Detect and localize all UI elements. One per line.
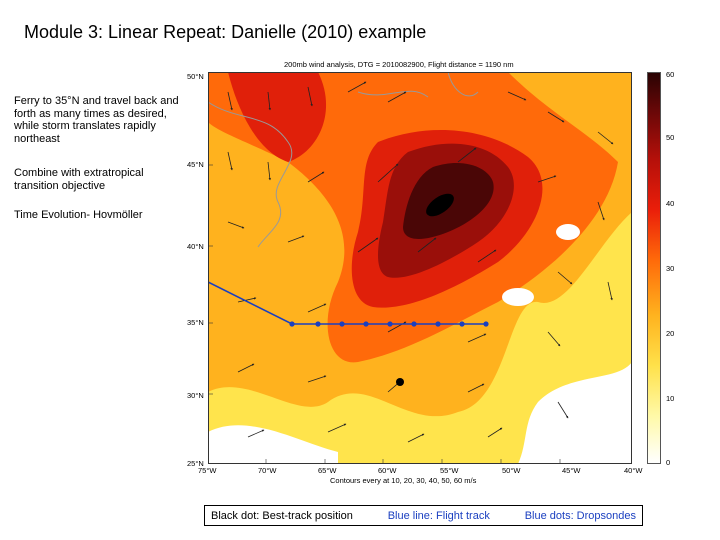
dropsonde	[289, 321, 295, 327]
wind-field-40ms	[228, 72, 327, 162]
legend-blue-line: Blue line: Flight track	[387, 509, 490, 522]
colorbar-tick-30: 30	[666, 264, 675, 273]
colorbar-tick-40: 40	[666, 199, 675, 208]
lat-label-30: 30°N	[187, 391, 204, 400]
wind-vectors	[227, 81, 614, 443]
bullet-ferry: Ferry to 35°N and travel back and forth …	[14, 95, 179, 145]
colorbar-tick-60: 60	[666, 70, 675, 79]
dropsonde	[459, 321, 465, 327]
lon-label-40: 40°W	[624, 466, 643, 475]
wind-maximum	[426, 193, 454, 217]
lon-label-45: 45°W	[562, 466, 581, 475]
lon-label-70: 70°W	[258, 466, 277, 475]
calm-area-1	[502, 288, 534, 306]
lat-label-50: 50°N	[187, 72, 204, 81]
bullet-extratropical: Combine with extratropical transition ob…	[14, 167, 144, 192]
coastline	[208, 72, 479, 248]
dropsonde	[411, 321, 417, 327]
lon-label-50: 50°W	[502, 466, 521, 475]
slide-title: Module 3: Linear Repeat: Danielle (2010)…	[24, 22, 427, 42]
colorbar-tick-20: 20	[666, 329, 675, 338]
dropsonde	[363, 321, 369, 327]
lat-label-35: 35°N	[187, 318, 204, 327]
calm-area-2	[556, 224, 580, 240]
calm-area-4	[518, 362, 632, 464]
legend-box: Black dot: Best-track position Blue line…	[204, 505, 643, 526]
lon-label-55: 55°W	[440, 466, 459, 475]
wind-analysis-map	[208, 72, 632, 464]
best-track-position	[396, 378, 404, 386]
colorbar-tick-0: 0	[666, 458, 671, 467]
figure-caption: Contours every at 10, 20, 30, 40, 50, 60…	[330, 476, 477, 485]
lon-label-75: 75°W	[198, 466, 217, 475]
lat-label-25: 25°N	[187, 459, 204, 468]
figure-title: 200mb wind analysis, DTG = 2010082900, F…	[284, 60, 514, 69]
lon-label-65: 65°W	[318, 466, 337, 475]
dropsonde	[435, 321, 441, 327]
dropsonde	[339, 321, 345, 327]
dropsonde	[315, 321, 321, 327]
dropsonde	[387, 321, 393, 327]
colorbar-tick-10: 10	[666, 394, 675, 403]
colorbar-tick-50: 50	[666, 133, 675, 142]
bullet-hovmoller: Time Evolution- Hovmöller	[14, 209, 143, 221]
lat-label-40: 40°N	[187, 242, 204, 251]
dropsondes	[289, 321, 489, 327]
legend-blue-dots: Blue dots: Dropsondes	[524, 509, 636, 522]
lat-label-45: 45°N	[187, 160, 204, 169]
lon-label-60: 60°W	[378, 466, 397, 475]
calm-area-3	[208, 425, 338, 464]
legend-black-dot: Black dot: Best-track position	[211, 509, 353, 522]
colorbar	[647, 72, 661, 464]
dropsonde	[483, 321, 489, 327]
